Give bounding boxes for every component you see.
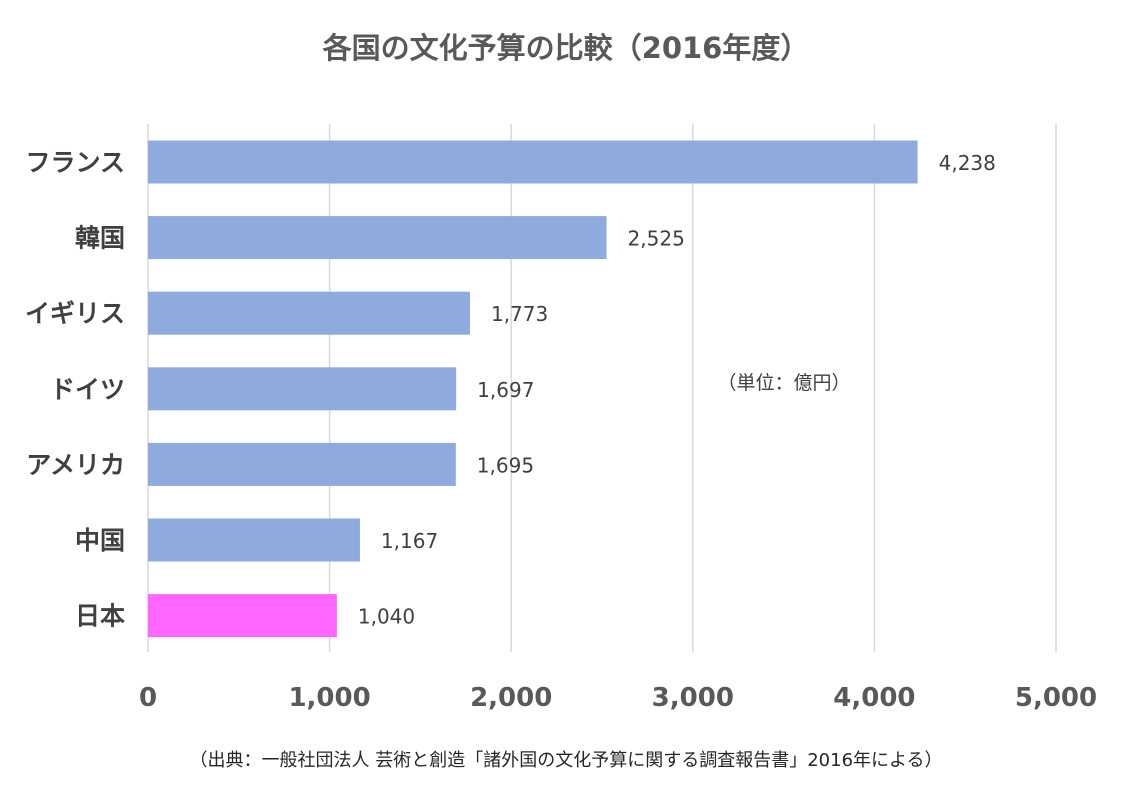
data-label: 4,238 xyxy=(939,151,996,175)
bar xyxy=(148,367,457,411)
bar xyxy=(148,216,607,260)
bar xyxy=(148,594,337,638)
gridlines xyxy=(147,124,1057,652)
data-label: 1,167 xyxy=(381,529,438,553)
source-note: （出典：一般社団法人 芸術と創造「諸外国の文化予算に関する調査報告書」2016年… xyxy=(190,750,943,771)
data-label: 1,697 xyxy=(477,378,534,402)
category-label: アメリカ xyxy=(26,450,125,479)
bar xyxy=(148,442,456,486)
bar xyxy=(148,518,360,562)
unit-note: （単位：億円） xyxy=(717,372,850,394)
bars: 4,238 2,525 1,773 1,697 1,695 1,167 1,040 xyxy=(148,140,996,638)
data-label: 1,040 xyxy=(358,605,415,629)
x-tick-label: 3,000 xyxy=(652,683,734,713)
x-axis-ticks: 0 1,000 2,000 3,000 4,000 5,000 xyxy=(139,683,1097,713)
category-label: ドイツ xyxy=(50,375,125,404)
x-tick-label: 1,000 xyxy=(288,683,370,713)
data-label: 2,525 xyxy=(628,227,685,251)
x-tick-label: 4,000 xyxy=(833,683,915,713)
data-label: 1,695 xyxy=(477,453,534,477)
chart-title: 各国の文化予算の比較（2016年度） xyxy=(322,31,810,65)
category-label: フランス xyxy=(25,148,125,177)
category-label: 韓国 xyxy=(75,224,125,253)
data-label: 1,773 xyxy=(491,302,548,326)
x-tick-label: 0 xyxy=(139,683,157,713)
bar xyxy=(148,140,918,184)
x-tick-label: 2,000 xyxy=(470,683,552,713)
category-label: 中国 xyxy=(75,526,125,555)
x-tick-label: 5,000 xyxy=(1015,683,1097,713)
category-label: イギリス xyxy=(25,299,125,328)
category-label: 日本 xyxy=(75,602,125,631)
bar xyxy=(148,291,470,335)
